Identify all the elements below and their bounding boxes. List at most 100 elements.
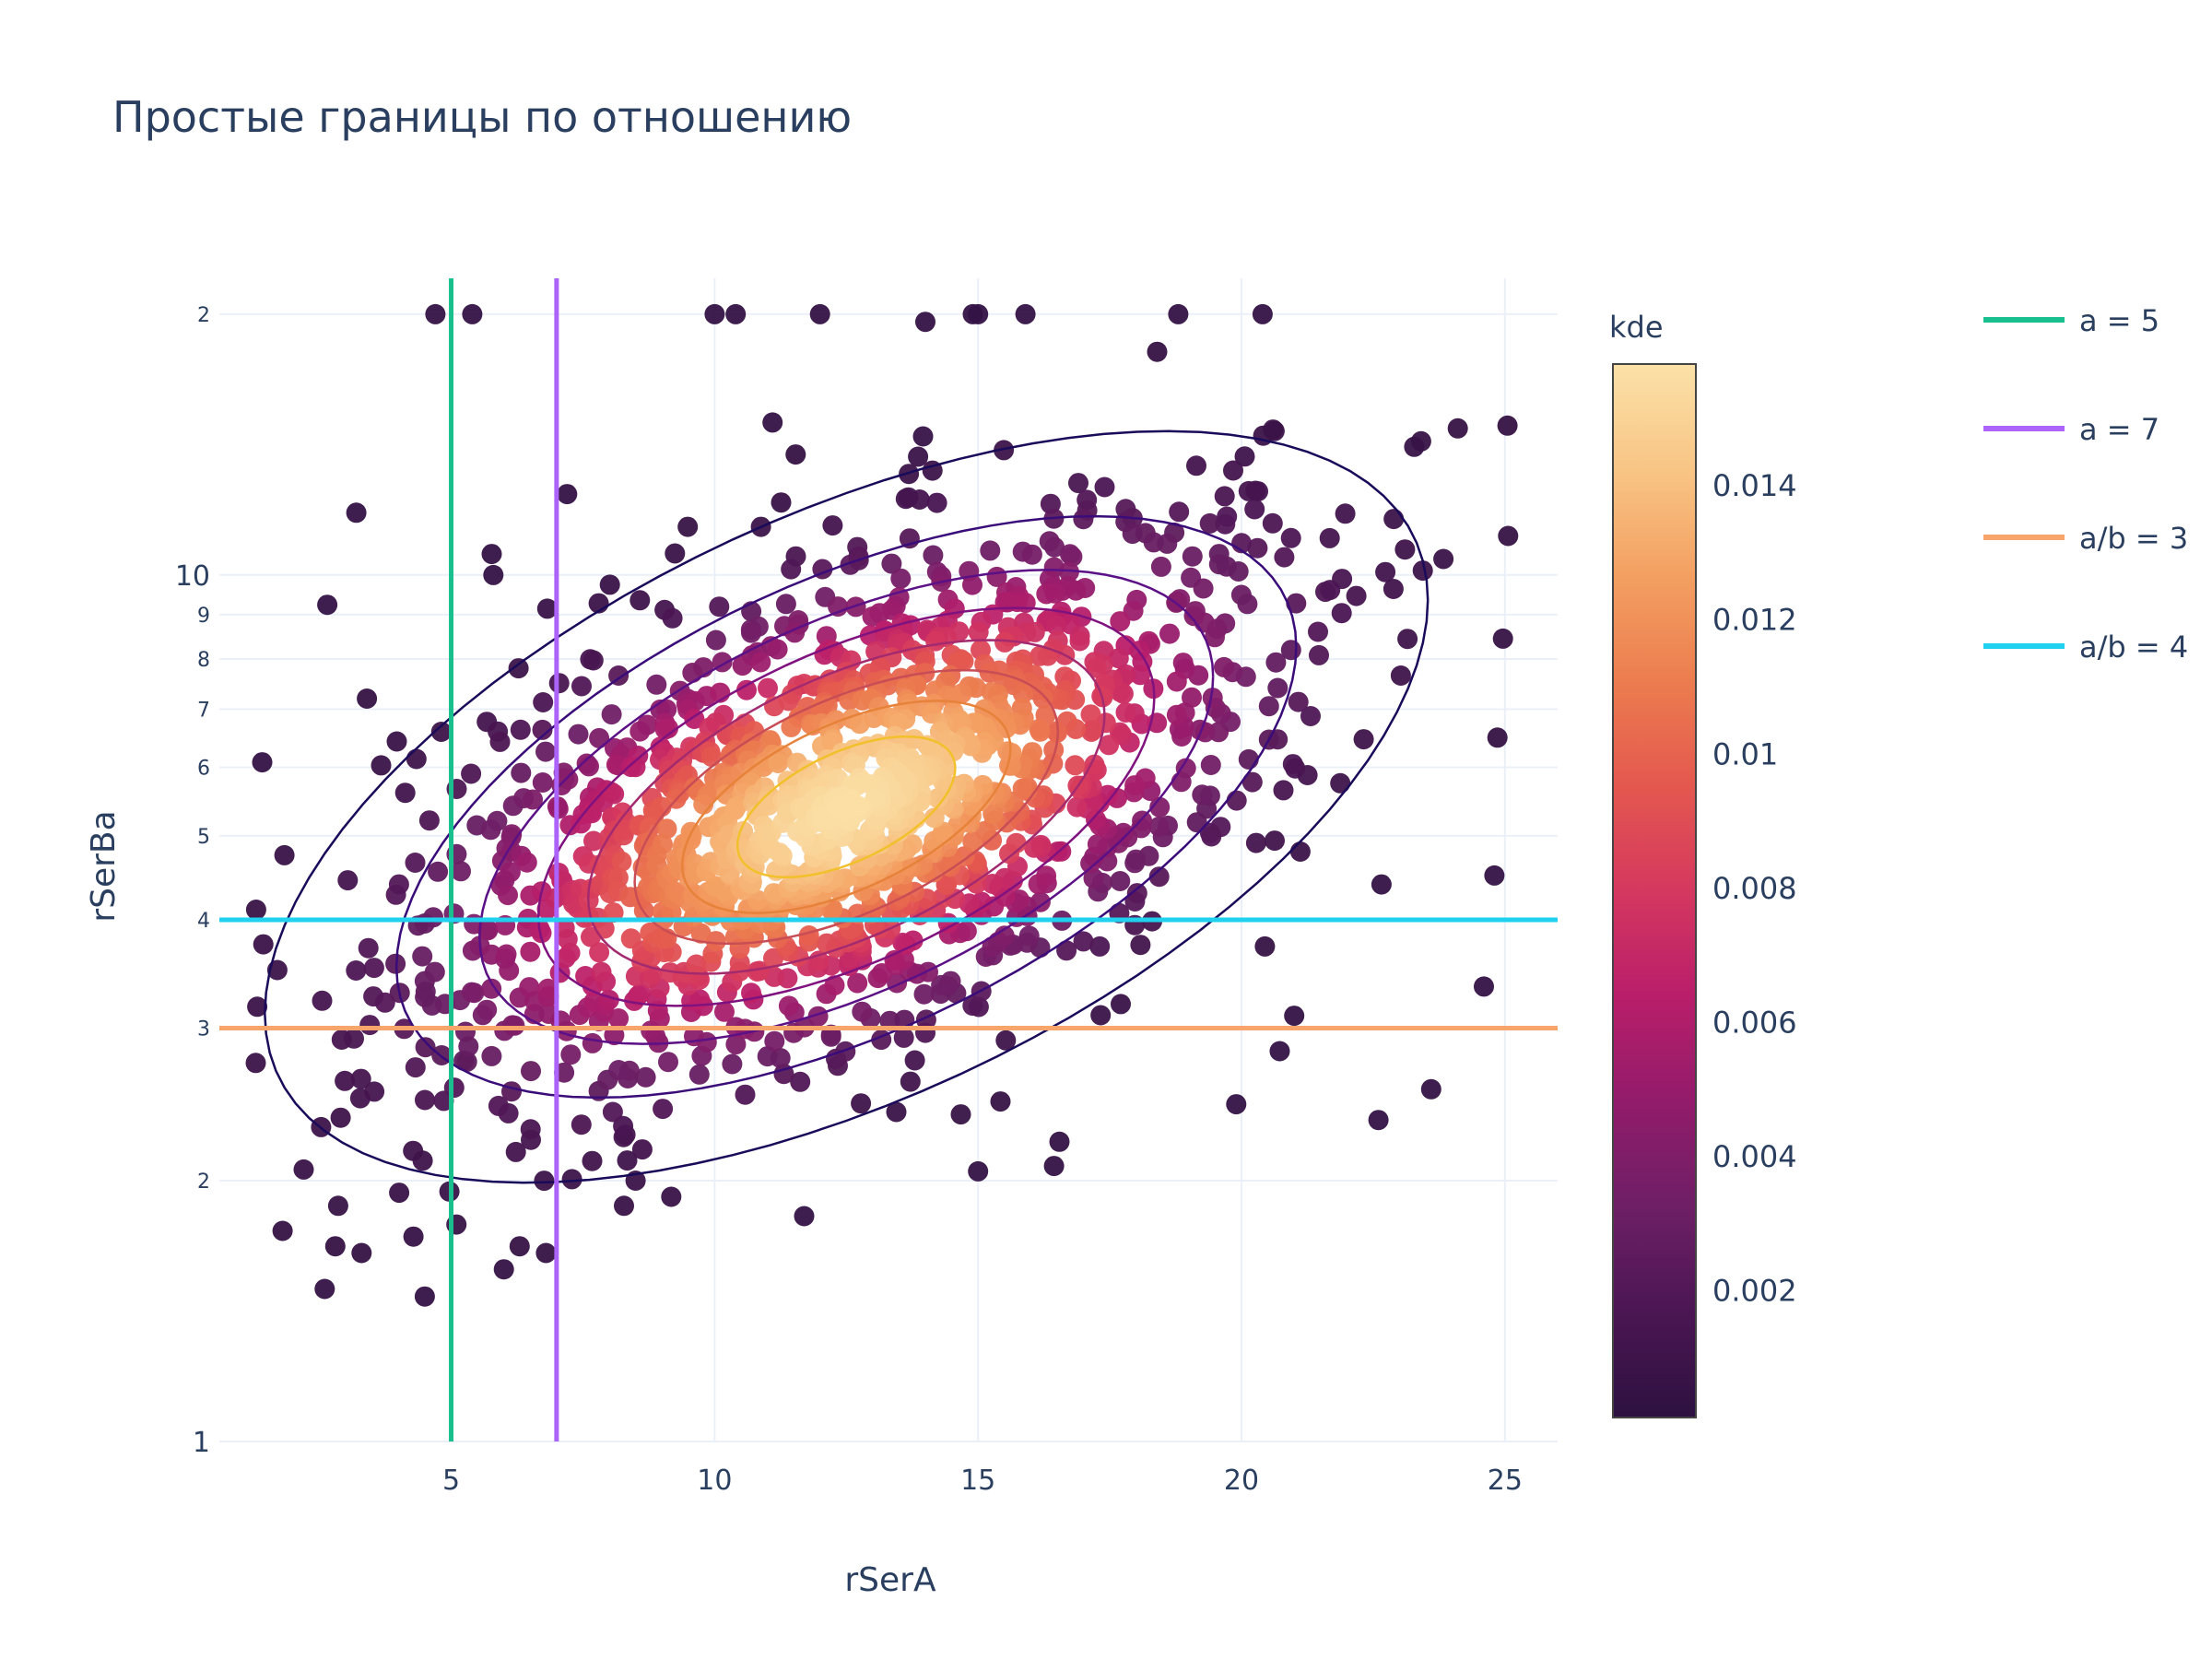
data-point (516, 852, 537, 873)
data-point (1069, 630, 1090, 652)
data-point (394, 782, 416, 804)
legend-item[interactable]: a = 5 (1983, 303, 2159, 338)
data-point (477, 999, 498, 1020)
data-point (931, 974, 952, 995)
data-point (1110, 611, 1131, 632)
data-point (785, 444, 806, 465)
data-point (775, 594, 796, 615)
data-point (982, 803, 1004, 824)
data-point (1265, 830, 1285, 852)
data-point (608, 1060, 629, 1080)
data-point (1073, 931, 1094, 952)
data-point (589, 942, 610, 963)
data-point (1066, 796, 1088, 818)
data-point (725, 1034, 747, 1055)
data-point (1018, 925, 1040, 947)
legend-item[interactable]: a/b = 4 (1983, 629, 2188, 665)
data-point (481, 978, 502, 999)
data-point (601, 704, 622, 725)
data-point (757, 1046, 778, 1067)
data-point (1099, 735, 1120, 756)
chart-title: Простые границы по отношению (112, 92, 853, 142)
x-tick-label: 20 (1224, 1465, 1259, 1497)
data-point (508, 658, 529, 679)
data-point (704, 303, 725, 324)
legend-item[interactable]: a = 7 (1983, 412, 2159, 447)
data-point (1012, 778, 1033, 799)
data-point (1169, 501, 1190, 523)
data-point (405, 853, 426, 873)
data-point (461, 763, 482, 784)
data-point (1115, 702, 1136, 723)
data-point (847, 972, 868, 994)
data-point (962, 574, 982, 595)
data-point (1193, 578, 1214, 599)
data-point (520, 1119, 541, 1140)
data-point (1309, 644, 1329, 665)
data-point (1148, 866, 1170, 888)
data-point (501, 1081, 522, 1102)
data-point (1308, 621, 1328, 642)
data-point (509, 1236, 530, 1257)
data-point (1331, 603, 1352, 624)
data-point (575, 966, 596, 986)
data-point (462, 303, 483, 324)
data-point (747, 889, 768, 911)
data-point (1036, 583, 1057, 605)
data-point (1487, 727, 1508, 748)
data-point (900, 1071, 921, 1092)
data-point (480, 819, 501, 841)
data-point (1148, 816, 1170, 837)
data-point (994, 925, 1015, 947)
colorbar-tick-label: 0.014 (1712, 468, 1797, 503)
data-point (1241, 771, 1263, 793)
legend-label: a = 7 (2079, 412, 2159, 447)
data-point (1498, 525, 1519, 547)
colorbar-tick-label: 0.01 (1712, 736, 1778, 771)
data-point (736, 679, 757, 700)
data-point (1420, 1078, 1441, 1100)
data-points (245, 303, 1519, 1307)
data-point (1484, 865, 1505, 886)
data-point (653, 1099, 674, 1120)
data-point (1150, 556, 1171, 577)
legend-item[interactable]: a/b = 3 (1983, 521, 2188, 556)
data-point (1252, 303, 1273, 324)
data-point (997, 741, 1018, 762)
data-point (1383, 509, 1405, 530)
data-point (1371, 874, 1392, 895)
data-point (923, 545, 944, 566)
data-point (771, 492, 792, 513)
data-point (1122, 524, 1143, 545)
data-point (1086, 657, 1107, 678)
data-point (904, 1050, 925, 1071)
data-point (1192, 784, 1213, 806)
data-point (735, 1084, 756, 1105)
data-point (732, 655, 753, 677)
y-tick-label: 2 (197, 1171, 210, 1194)
data-point (720, 747, 741, 768)
data-point (614, 1195, 634, 1217)
data-point (412, 946, 433, 967)
data-point (690, 923, 712, 944)
data-point (1056, 940, 1077, 961)
y-tick-label: 8 (197, 649, 210, 672)
data-point (1046, 615, 1067, 636)
data-point (662, 607, 683, 629)
data-point (995, 1030, 1017, 1051)
data-point (1049, 1131, 1070, 1152)
kde-contour-line (478, 569, 1215, 1045)
legend[interactable]: a = 5 a = 7 a/b = 3 a/b = 4 (1983, 303, 2188, 665)
kde-contour-line (735, 735, 957, 879)
data-point (500, 862, 521, 883)
kde-contour-line (536, 606, 1156, 1007)
data-point (1353, 729, 1374, 750)
data-point (1319, 527, 1340, 548)
data-point (1214, 486, 1235, 507)
data-point (1269, 1041, 1290, 1062)
data-point (927, 788, 948, 808)
data-point (571, 1114, 592, 1135)
data-point (836, 797, 857, 818)
data-point (1143, 532, 1164, 553)
data-point (1021, 544, 1042, 565)
